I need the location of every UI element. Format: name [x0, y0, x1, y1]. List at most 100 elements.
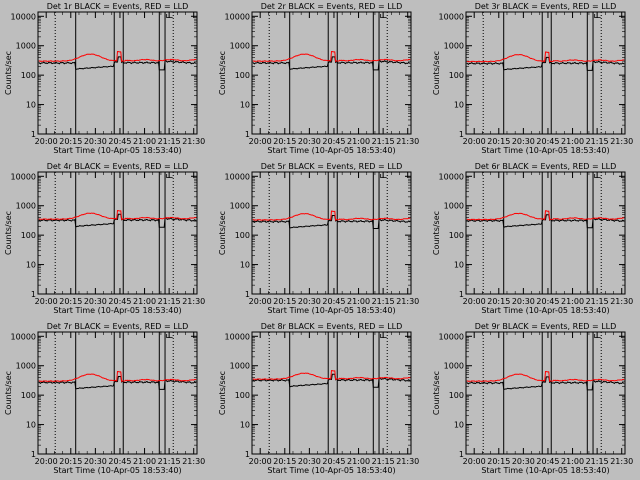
- saa-bracket: [594, 334, 601, 339]
- saa-bracket: [380, 14, 387, 19]
- chart-title: Det 7r BLACK = Events, RED = LLD: [47, 322, 189, 331]
- chart-title: Det 2r BLACK = Events, RED = LLD: [261, 2, 403, 11]
- x-tick-label: 20:45: [536, 457, 559, 466]
- x-tick-label: 20:45: [322, 457, 345, 466]
- series-lld-line: [252, 210, 411, 221]
- x-tick-label: 20:00: [463, 457, 486, 466]
- series-lld-line: [38, 209, 197, 221]
- x-tick-label: 21:15: [586, 457, 609, 466]
- x-tick-label: 21:15: [372, 457, 395, 466]
- x-tick-label: 20:15: [487, 137, 510, 146]
- y-tick-label: 10: [26, 421, 36, 430]
- series-events-line: [38, 56, 197, 71]
- plot-frame: [37, 11, 198, 135]
- y-tick-label: 100: [21, 391, 36, 400]
- y-axis-label: Counts/sec: [218, 211, 227, 255]
- y-tick-label: 1000: [16, 42, 36, 51]
- x-tick-label: 21:30: [182, 457, 205, 466]
- y-tick-label: 1000: [444, 202, 464, 211]
- y-tick-label: 100: [235, 71, 250, 80]
- chart-panel-3: Det 3r BLACK = Events, RED = LLD 1 10 100 10…: [432, 2, 633, 155]
- plot-frame: [251, 11, 412, 135]
- x-tick-label: 21:30: [396, 137, 419, 146]
- x-tick-label: 20:45: [322, 297, 345, 306]
- x-tick-label: 21:15: [158, 137, 181, 146]
- series-lld-line: [466, 51, 625, 63]
- y-tick-label: 1000: [230, 362, 250, 371]
- y-tick-label: 100: [449, 231, 464, 240]
- x-tick-label: 20:00: [35, 297, 58, 306]
- x-tick-label: 20:15: [273, 457, 296, 466]
- x-axis-label: Start Time (10-Apr-05 18:53:40): [481, 466, 609, 475]
- y-tick-label: 1: [31, 130, 36, 139]
- x-tick-label: 21:00: [561, 297, 584, 306]
- series-events-line: [252, 215, 411, 229]
- y-tick-label: 10000: [225, 332, 250, 341]
- x-tick-label: 20:30: [84, 457, 107, 466]
- x-tick-label: 20:30: [84, 137, 107, 146]
- x-tick-label: 20:00: [35, 457, 58, 466]
- plot-frame: [251, 171, 412, 295]
- x-tick-label: 20:15: [487, 457, 510, 466]
- y-tick-label: 1000: [230, 202, 250, 211]
- y-tick-label: 1: [459, 290, 464, 299]
- x-tick-label: 21:30: [396, 297, 419, 306]
- x-tick-label: 20:30: [298, 297, 321, 306]
- x-axis-label: Start Time (10-Apr-05 18:53:40): [267, 466, 395, 475]
- plot-frame: [37, 171, 198, 295]
- y-tick-label: 1000: [16, 362, 36, 371]
- x-axis-label: Start Time (10-Apr-05 18:53:40): [481, 146, 609, 155]
- x-tick-label: 21:00: [561, 457, 584, 466]
- x-axis-label: Start Time (10-Apr-05 18:53:40): [267, 306, 395, 315]
- y-tick-label: 10: [240, 101, 250, 110]
- chart-title: Det 4r BLACK = Events, RED = LLD: [47, 162, 189, 171]
- chart-panel-4: Det 4r BLACK = Events, RED = LLD 1 10 100 10…: [4, 162, 205, 315]
- x-tick-label: 21:30: [610, 457, 633, 466]
- x-tick-label: 20:15: [59, 457, 82, 466]
- saa-bracket: [166, 174, 173, 179]
- plot-frame: [37, 331, 198, 455]
- y-tick-label: 100: [235, 231, 250, 240]
- x-tick-label: 20:30: [298, 457, 321, 466]
- x-tick-label: 21:00: [133, 457, 156, 466]
- y-tick-label: 10: [454, 421, 464, 430]
- x-tick-label: 21:00: [347, 297, 370, 306]
- series-events-line: [252, 56, 411, 71]
- y-tick-label: 1: [459, 450, 464, 459]
- x-tick-label: 21:30: [610, 297, 633, 306]
- x-tick-label: 21:15: [372, 137, 395, 146]
- x-tick-label: 20:45: [108, 137, 131, 146]
- chart-panel-5: Det 5r BLACK = Events, RED = LLD 1 10 100 10…: [218, 162, 419, 315]
- y-tick-label: 1000: [16, 202, 36, 211]
- x-axis-label: Start Time (10-Apr-05 18:53:40): [53, 306, 181, 315]
- plot-frame: [465, 171, 626, 295]
- x-tick-label: 21:15: [158, 457, 181, 466]
- series-events-line: [466, 214, 625, 229]
- x-tick-label: 20:00: [249, 137, 272, 146]
- x-tick-label: 20:00: [249, 457, 272, 466]
- x-tick-label: 20:00: [463, 137, 486, 146]
- chart-panel-1: Det 1r BLACK = Events, RED = LLD 1 10 100 10…: [4, 2, 205, 155]
- x-tick-label: 20:30: [298, 137, 321, 146]
- chart-title: Det 3r BLACK = Events, RED = LLD: [475, 2, 617, 11]
- series-lld-line: [38, 371, 197, 383]
- x-axis-label: Start Time (10-Apr-05 18:53:40): [267, 146, 395, 155]
- y-axis-label: Counts/sec: [4, 51, 13, 95]
- x-tick-label: 20:45: [108, 457, 131, 466]
- series-lld-line: [252, 369, 411, 381]
- plot-frame: [465, 331, 626, 455]
- y-tick-label: 10000: [439, 172, 464, 181]
- chart-panel-7: Det 7r BLACK = Events, RED = LLD 1 10 100 10…: [4, 322, 205, 475]
- x-tick-label: 21:30: [610, 137, 633, 146]
- y-tick-label: 100: [21, 71, 36, 80]
- series-lld-line: [466, 210, 625, 221]
- x-tick-label: 21:00: [561, 137, 584, 146]
- y-tick-label: 1000: [444, 42, 464, 51]
- x-tick-label: 20:30: [84, 297, 107, 306]
- x-axis-label: Start Time (10-Apr-05 18:53:40): [53, 146, 181, 155]
- y-tick-label: 10000: [11, 172, 36, 181]
- y-tick-label: 10000: [11, 12, 36, 21]
- series-events-line: [466, 56, 625, 71]
- chart-panel-9: Det 9r BLACK = Events, RED = LLD 1 10 100 10…: [432, 322, 633, 475]
- series-events-line: [466, 376, 625, 391]
